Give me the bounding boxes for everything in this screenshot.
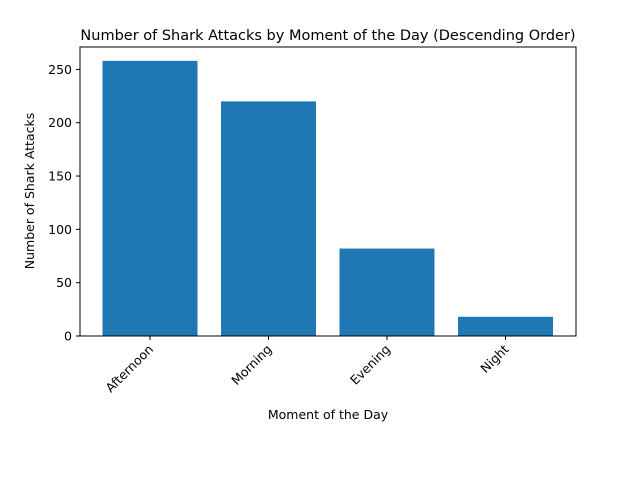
chart-title: Number of Shark Attacks by Moment of the… (80, 28, 575, 44)
y-tick-label: 200 (48, 115, 72, 130)
bar-night (458, 316, 553, 336)
y-axis-label: Number of Shark Attacks (22, 113, 37, 270)
y-tick-label: 0 (64, 329, 72, 344)
bar-afternoon (102, 60, 198, 337)
y-axis: 0 50 100 150 200 250 (48, 62, 80, 344)
plot-frame (79, 46, 577, 337)
y-tick-label: 100 (48, 222, 72, 237)
y-tick-label: 50 (56, 275, 72, 290)
bars-group (102, 60, 553, 337)
y-tick-label: 250 (48, 62, 72, 77)
y-tick-label: 150 (48, 169, 72, 184)
x-axis-label: Moment of the Day (268, 407, 389, 422)
bar-morning (221, 101, 316, 336)
bar-evening (339, 248, 435, 336)
